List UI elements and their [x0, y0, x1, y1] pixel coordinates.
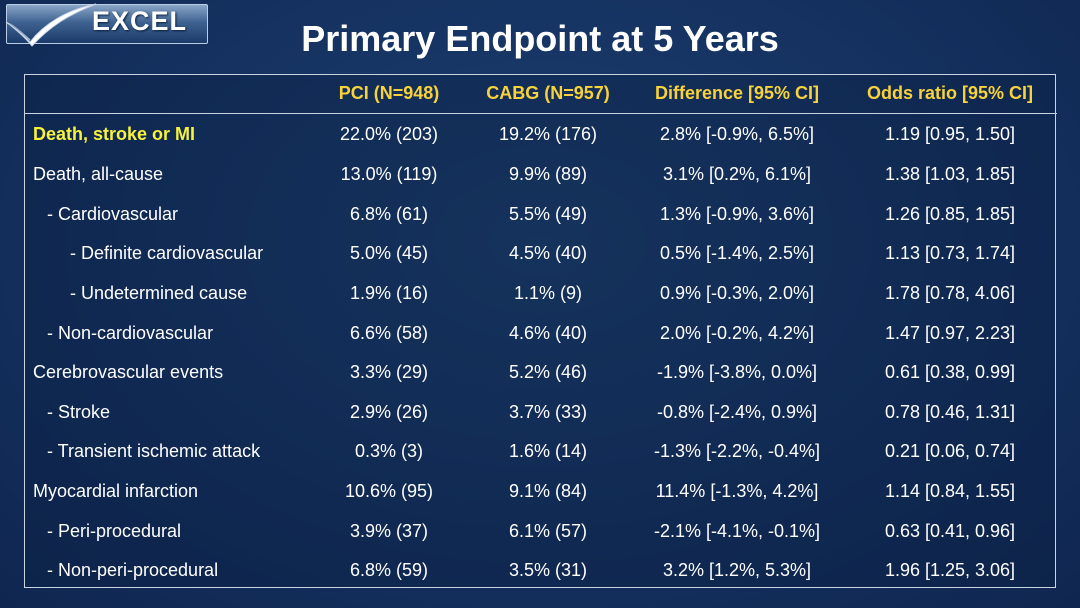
- cabg-cell: 4.6% (40): [508, 322, 588, 343]
- endpoint-table: PCI (N=948) CABG (N=957) Difference [95%…: [25, 75, 1057, 591]
- pci-cell: 6.8% (59): [349, 560, 429, 581]
- row-label: Myocardial infarction: [33, 481, 199, 502]
- odds-ratio-cell: 1.78 [0.78, 4.06]: [884, 283, 1016, 304]
- cabg-cell: 5.5% (49): [508, 203, 588, 224]
- page-title: Primary Endpoint at 5 Years: [301, 18, 779, 59]
- pci-cell: 22.0% (203): [339, 123, 439, 144]
- cabg-cell: 4.5% (40): [508, 243, 588, 264]
- table-row: - Cardiovascular 6.8% (61) 5.5% (49) 1.3% […: [25, 195, 1057, 235]
- table-row: - Definite cardiovascular 5.0% (45) 4.5% (…: [25, 234, 1057, 274]
- difference-cell: 3.2% [1.2%, 5.3%]: [662, 560, 812, 581]
- pci-cell: 13.0% (119): [340, 164, 438, 185]
- table-row: Death, all-cause 13.0% (119) 9.9% (89) 3.1%…: [25, 155, 1057, 195]
- odds-ratio-cell: 1.13 [0.73, 1.74]: [884, 243, 1016, 264]
- odds-ratio-cell: 0.61 [0.38, 0.99]: [884, 362, 1016, 383]
- row-label: - Definite cardiovascular: [70, 243, 264, 264]
- pci-cell: 2.9% (26): [349, 401, 429, 422]
- cabg-cell: 9.9% (89): [508, 164, 588, 185]
- pci-cell: 10.6% (95): [344, 481, 434, 502]
- table-header-row: PCI (N=948) CABG (N=957) Difference [95%…: [25, 75, 1057, 114]
- header-cabg: CABG (N=957): [465, 75, 631, 114]
- row-label: - Transient ischemic attack: [47, 441, 261, 462]
- row-label: Cerebrovascular events: [33, 362, 224, 383]
- pci-cell: 3.3% (29): [349, 362, 429, 383]
- pci-cell: 5.0% (45): [349, 243, 429, 264]
- cabg-cell: 9.1% (84): [508, 481, 588, 502]
- difference-cell: -1.3% [-2.2%, -0.4%]: [653, 441, 821, 462]
- header-endpoint: [25, 75, 313, 114]
- difference-cell: -1.9% [-3.8%, 0.0%]: [656, 362, 818, 383]
- endpoint-table-container: PCI (N=948) CABG (N=957) Difference [95%…: [24, 74, 1057, 591]
- row-label: - Non-cardiovascular: [47, 322, 214, 343]
- row-label: - Peri-procedural: [47, 520, 182, 541]
- header-odds-ratio: Odds ratio [95% CI]: [843, 75, 1057, 114]
- header-pci: PCI (N=948): [313, 75, 465, 114]
- odds-ratio-cell: 1.26 [0.85, 1.85]: [884, 203, 1016, 224]
- table-row: - Stroke 2.9% (26) 3.7% (33) -0.8% [-2.4%, …: [25, 393, 1057, 433]
- cabg-cell: 5.2% (46): [508, 362, 588, 383]
- table-row: - Non-cardiovascular 6.6% (58) 4.6% (40) 2.…: [25, 313, 1057, 353]
- checkmark-swoosh-icon: [5, 3, 97, 47]
- difference-cell: 11.4% [-1.3%, 4.2%]: [655, 481, 819, 502]
- table-row: - Non-peri-procedural 6.8% (59) 3.5% (31) 3…: [25, 551, 1057, 591]
- logo-text: EXCEL: [92, 6, 188, 36]
- odds-ratio-cell: 1.47 [0.97, 2.23]: [884, 322, 1016, 343]
- odds-ratio-cell: 0.78 [0.46, 1.31]: [884, 401, 1016, 422]
- row-label: - Undetermined cause: [70, 283, 248, 304]
- odds-ratio-cell: 1.96 [1.25, 3.06]: [884, 560, 1016, 581]
- odds-ratio-cell: 1.38 [1.03, 1.85]: [884, 164, 1016, 185]
- pci-cell: 6.8% (61): [349, 203, 429, 224]
- odds-ratio-cell: 0.63 [0.41, 0.96]: [884, 520, 1016, 541]
- cabg-cell: 3.7% (33): [508, 401, 588, 422]
- pci-cell: 1.9% (16): [349, 283, 429, 304]
- table-row: Myocardial infarction 10.6% (95) 9.1% (84)…: [25, 472, 1057, 512]
- odds-ratio-cell: 0.21 [0.06, 0.74]: [884, 441, 1016, 462]
- odds-ratio-cell: 1.14 [0.84, 1.55]: [884, 481, 1016, 502]
- cabg-cell: 1.6% (14): [508, 441, 588, 462]
- table-row: Cerebrovascular events 3.3% (29) 5.2% (46)…: [25, 353, 1057, 393]
- pci-cell: 6.6% (58): [349, 322, 429, 343]
- cabg-cell: 1.1% (9): [513, 283, 583, 304]
- row-label: - Non-peri-procedural: [47, 560, 219, 581]
- difference-cell: 0.9% [-0.3%, 2.0%]: [659, 283, 815, 304]
- header-difference: Difference [95% CI]: [631, 75, 843, 114]
- table-row: Death, stroke or MI 22.0% (203) 19.2% (176…: [25, 113, 1057, 155]
- difference-cell: 2.0% [-0.2%, 4.2%]: [659, 322, 815, 343]
- excel-logo: EXCEL: [0, 0, 210, 48]
- difference-cell: -2.1% [-4.1%, -0.1%]: [653, 520, 821, 541]
- pci-cell: 3.9% (37): [349, 520, 429, 541]
- table-row: - Peri-procedural 3.9% (37) 6.1% (57) -2.1%…: [25, 511, 1057, 551]
- difference-cell: 1.3% [-0.9%, 3.6%]: [659, 203, 815, 224]
- row-label: Death, stroke or MI: [33, 123, 196, 144]
- difference-cell: 3.1% [0.2%, 6.1%]: [662, 164, 812, 185]
- table-row: - Undetermined cause 1.9% (16) 1.1% (9) 0.9…: [25, 274, 1057, 314]
- table-body: Death, stroke or MI 22.0% (203) 19.2% (176…: [25, 113, 1057, 591]
- difference-cell: 2.8% [-0.9%, 6.5%]: [659, 123, 815, 144]
- table-row: - Transient ischemic attack 0.3% (3) 1.6% …: [25, 432, 1057, 472]
- difference-cell: 0.5% [-1.4%, 2.5%]: [659, 243, 815, 264]
- row-label: - Stroke: [47, 401, 111, 422]
- cabg-cell: 6.1% (57): [508, 520, 588, 541]
- cabg-cell: 19.2% (176): [498, 123, 598, 144]
- cabg-cell: 3.5% (31): [508, 560, 588, 581]
- difference-cell: -0.8% [-2.4%, 0.9%]: [656, 401, 818, 422]
- pci-cell: 0.3% (3): [354, 441, 424, 462]
- odds-ratio-cell: 1.19 [0.95, 1.50]: [884, 123, 1016, 144]
- row-label: - Cardiovascular: [47, 203, 179, 224]
- row-label: Death, all-cause: [33, 164, 164, 185]
